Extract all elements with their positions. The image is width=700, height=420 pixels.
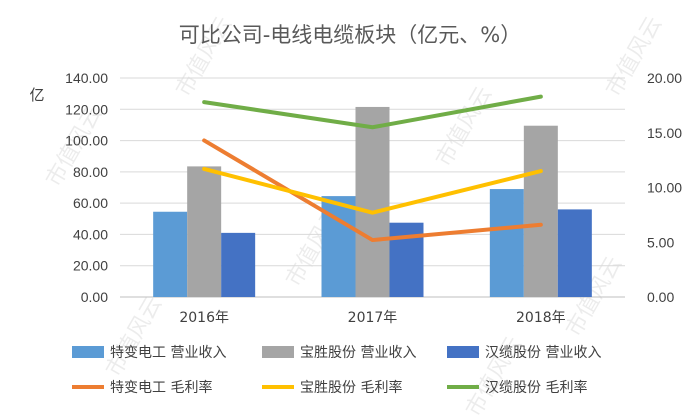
bar [153,211,188,297]
watermark-text: 市值风云 [602,12,668,101]
legend-label: 特变电工 毛利率 [110,379,212,396]
legend-swatch [72,346,104,358]
legend-swatch [262,346,294,358]
left-axis-tick-label: 60.00 [73,195,108,211]
right-axis-tick-label: 15.00 [647,125,682,141]
bar [355,106,390,297]
x-axis-category-label: 2016年 [179,310,229,326]
bar [523,125,558,297]
series-line [202,138,543,243]
right-axis-tick-label: 5.00 [647,234,674,250]
right-axis-tick-label: 0.00 [647,289,674,305]
series-line [202,166,543,215]
chart-title: 可比公司-电线电缆板块（亿元、%） [179,23,522,47]
watermark-text: 市值风云 [432,82,498,171]
left-axis-tick-label: 120.00 [65,101,108,117]
watermark-text: 市值风云 [102,292,168,381]
x-axis-category-label: 2017年 [348,310,398,326]
left-axis-tick-label: 80.00 [73,164,108,180]
bar [187,166,222,297]
bar [221,232,256,297]
left-axis-tick-label: 40.00 [73,226,108,242]
series-line [202,94,543,130]
legend-label: 汉缆股份 营业收入 [485,345,601,361]
x-axis-category-label: 2018年 [516,310,566,326]
left-axis-tick-label: 0.00 [81,289,108,305]
legend-label: 汉缆股份 毛利率 [485,379,587,396]
right-axis-tick-label: 20.00 [647,70,682,86]
bar [557,209,592,297]
bar [489,189,524,297]
right-axis-tick-label: 10.00 [647,180,682,196]
bar [389,222,424,297]
left-axis-tick-label: 100.00 [65,133,108,149]
legend-label: 宝胜股份 营业收入 [300,345,416,361]
legend-swatch [447,346,479,358]
legend-label: 宝胜股份 毛利率 [300,379,402,396]
left-axis-unit-label: 亿 [29,86,44,104]
legend-label: 特变电工 营业收入 [110,345,226,361]
left-axis-tick-label: 20.00 [73,258,108,274]
left-axis-tick-label: 140.00 [65,70,108,86]
